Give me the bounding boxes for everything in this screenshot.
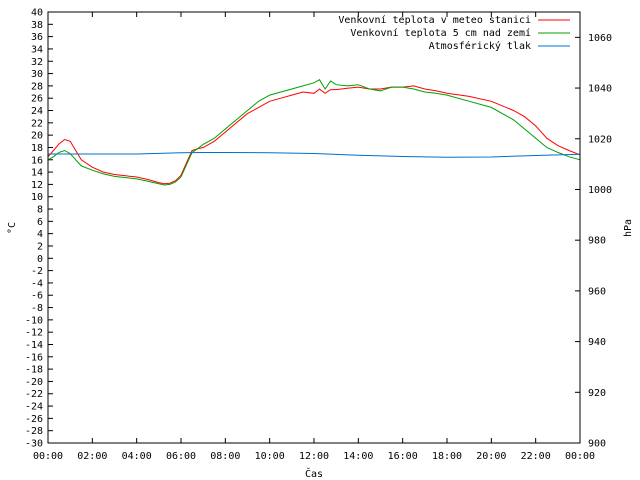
x-tick-label: 02:00 bbox=[77, 451, 107, 462]
y-left-tick-label: -4 bbox=[31, 278, 43, 289]
y-right-tick-label: 900 bbox=[588, 439, 606, 450]
y-right-tick-label: 1040 bbox=[588, 84, 612, 95]
labels-layer: Čas °C hPa bbox=[7, 219, 634, 480]
y-left-tick-label: -8 bbox=[31, 303, 43, 314]
y-left-tick-label: 28 bbox=[31, 81, 43, 92]
y-left-tick-label: 4 bbox=[37, 229, 43, 240]
y-left-tick-label: -10 bbox=[25, 315, 43, 326]
y-left-tick-label: 8 bbox=[37, 205, 43, 216]
legend: Venkovní teplota v meteo stanici Venkovn… bbox=[338, 14, 570, 52]
y-left-tick-label: 10 bbox=[31, 192, 43, 203]
series-line-pressure bbox=[48, 152, 581, 158]
y-left-tick-label: -30 bbox=[25, 439, 43, 450]
plot-frame bbox=[47, 11, 581, 444]
y-left-tick-label: 20 bbox=[31, 131, 43, 142]
y-left-tick-label: -12 bbox=[25, 328, 43, 339]
series-line-ground-temp bbox=[47, 79, 581, 186]
x-tick-label: 22:00 bbox=[521, 451, 551, 462]
y-left-tick-label: 30 bbox=[31, 69, 43, 80]
y-left-tick-label: 26 bbox=[31, 94, 43, 105]
x-tick-label: 00:00 bbox=[33, 451, 63, 462]
y-right-tick-label: 980 bbox=[588, 236, 606, 247]
y-left-tick-label: -2 bbox=[31, 266, 43, 277]
y-left-tick-label: 0 bbox=[37, 254, 43, 265]
y-left-tick-label: 2 bbox=[37, 241, 43, 252]
y-left-tick-label: -20 bbox=[25, 377, 43, 388]
y-left-tick-label: 6 bbox=[37, 217, 43, 228]
y-left-tick-label: 14 bbox=[31, 168, 43, 179]
x-tick-label: 06:00 bbox=[166, 451, 196, 462]
y-right-tick-label: 1020 bbox=[588, 134, 612, 145]
x-tick-label: 04:00 bbox=[122, 451, 152, 462]
series-layer bbox=[47, 79, 581, 186]
y-left-tick-label: 22 bbox=[31, 118, 43, 129]
x-tick-label: 12:00 bbox=[299, 451, 329, 462]
y-right-tick-label: 1060 bbox=[588, 33, 612, 44]
y-axis-right-label: hPa bbox=[623, 219, 634, 237]
x-tick-label: 10:00 bbox=[255, 451, 285, 462]
y-left-tick-label: -6 bbox=[31, 291, 43, 302]
y-right-tick-label: 1000 bbox=[588, 185, 612, 196]
y-right-tick-label: 920 bbox=[588, 388, 606, 399]
y-left-tick-label: 18 bbox=[31, 143, 43, 154]
y-left-tick-label: -22 bbox=[25, 389, 43, 400]
x-tick-label: 00:00 bbox=[565, 451, 595, 462]
ticks-layer: 00:00 02:00 04:00 06:00 08:00 10:00 12:00 14:00… bbox=[25, 8, 612, 463]
y-left-tick-label: -26 bbox=[25, 414, 43, 425]
y-left-tick-label: 16 bbox=[31, 155, 43, 166]
legend-label-pressure: Atmosférický tlak bbox=[429, 40, 531, 52]
series-line-outdoor-temp bbox=[47, 85, 581, 185]
y-left-tick-label: 32 bbox=[31, 57, 43, 68]
y-left-tick-label: -16 bbox=[25, 352, 43, 363]
y-left-tick-label: -14 bbox=[25, 340, 43, 351]
legend-label-outdoor-temp: Venkovní teplota v meteo stanici bbox=[338, 14, 531, 26]
y-left-tick-label: 24 bbox=[31, 106, 43, 117]
y-left-tick-label: 12 bbox=[31, 180, 43, 191]
y-left-tick-label: -24 bbox=[25, 402, 43, 413]
x-tick-label: 08:00 bbox=[210, 451, 240, 462]
y-left-tick-label: -18 bbox=[25, 365, 43, 376]
x-tick-label: 18:00 bbox=[432, 451, 462, 462]
y-left-tick-label: 34 bbox=[31, 44, 43, 55]
y-right-tick-label: 940 bbox=[588, 337, 606, 348]
y-left-tick-label: 40 bbox=[31, 8, 43, 19]
y-left-tick-label: 36 bbox=[31, 32, 43, 43]
y-axis-left-label: °C bbox=[7, 222, 18, 234]
y-left-tick-label: -28 bbox=[25, 426, 43, 437]
x-tick-label: 14:00 bbox=[343, 451, 373, 462]
x-tick-label: 16:00 bbox=[388, 451, 418, 462]
x-tick-label: 20:00 bbox=[476, 451, 506, 462]
legend-label-ground-temp: Venkovní teplota 5 cm nad zemí bbox=[350, 27, 531, 39]
x-axis-label: Čas bbox=[305, 467, 323, 480]
y-right-tick-label: 960 bbox=[588, 286, 606, 297]
y-left-tick-label: 38 bbox=[31, 20, 43, 31]
